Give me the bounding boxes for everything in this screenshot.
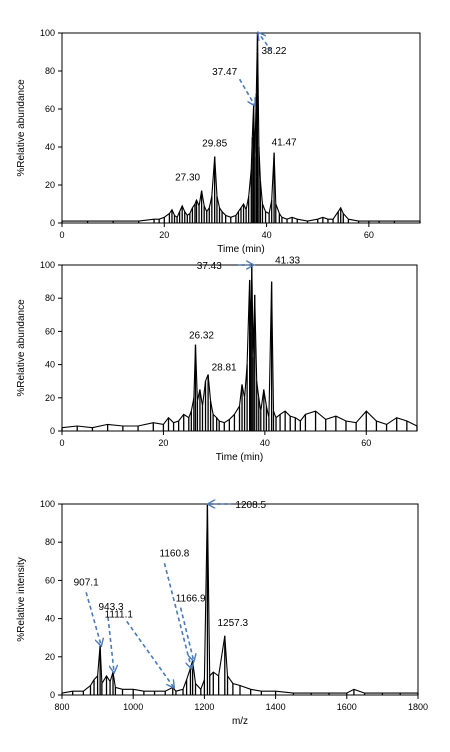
annotation-arrow <box>126 620 174 687</box>
y-tick-label: 60 <box>45 104 55 114</box>
chromatogram-panel-2: 0 20 40 60 80 100 0 20 40 60 Time (min) %Relative a… <box>16 256 418 463</box>
x-tick-label: 1600 <box>337 702 357 712</box>
peak-label: 1208.5 <box>235 500 266 511</box>
peak-label: 41.33 <box>275 256 300 267</box>
x-tick-label: 20 <box>158 438 168 448</box>
annotation-arrow <box>85 592 101 645</box>
x-tick-label: 0 <box>59 438 64 448</box>
y-tick-label: 40 <box>45 614 55 624</box>
y-tick-label: 40 <box>45 142 55 152</box>
y-tick-label: 100 <box>40 28 55 38</box>
peak-label: 943.3 <box>98 602 123 613</box>
peak-label: 37.43 <box>197 261 222 272</box>
annotation-arrow <box>238 78 255 105</box>
peak-label: 1111.1 <box>105 609 134 620</box>
x-axis-label: Time (min) <box>216 452 263 463</box>
x-tick-label: 60 <box>361 438 371 448</box>
y-tick-label: 80 <box>45 537 55 547</box>
peak-label: 41.47 <box>272 138 297 149</box>
y-tick-label: 80 <box>45 66 55 76</box>
y-tick-label: 20 <box>45 652 55 662</box>
x-tick-label: 0 <box>59 230 64 240</box>
plot-frame <box>61 503 419 696</box>
y-tick-label: 40 <box>45 360 55 370</box>
y-tick-label: 100 <box>40 499 55 509</box>
peak-label: 38.22 <box>261 46 286 57</box>
x-tick-label: 1200 <box>194 702 214 712</box>
y-tick-label: 80 <box>45 293 55 303</box>
y-tick-label: 100 <box>40 260 55 270</box>
y-axis-label: %Relative abundance <box>16 79 27 177</box>
x-axis-label: m/z <box>232 716 248 727</box>
x-axis-label: Time (min) <box>217 244 264 255</box>
peak-label: 26.32 <box>189 331 214 342</box>
y-axis-label: %Relative abundance <box>16 299 27 397</box>
series-trace <box>61 503 418 694</box>
y-axis-label: %Relative intensity <box>16 557 27 641</box>
x-tick-label: 40 <box>260 438 270 448</box>
x-tick-label: 1400 <box>266 702 286 712</box>
annotation-arrow <box>179 607 194 661</box>
x-tick-label: 1000 <box>123 702 143 712</box>
x-tick-label: 60 <box>364 230 374 240</box>
peak-label: 1166.9 <box>176 594 206 605</box>
x-tick-label: 1800 <box>408 702 428 712</box>
peak-label: 1160.8 <box>160 548 190 559</box>
y-tick-label: 20 <box>45 393 55 403</box>
x-tick-label: 20 <box>159 230 169 240</box>
peak-label: 1257.3 <box>218 618 249 629</box>
x-tick-label: 800 <box>54 702 69 712</box>
chromatogram-panel-1: 0 20 40 60 80 100 0 20 40 60 Time (min) %Relative a… <box>16 28 421 255</box>
y-tick-label: 0 <box>50 218 55 228</box>
peak-label: 27.30 <box>175 173 200 184</box>
peak-label: 37.47 <box>212 67 237 78</box>
plot-frame <box>61 32 421 224</box>
peak-label: 28.81 <box>212 363 237 374</box>
series-trace <box>62 32 420 222</box>
y-tick-label: 60 <box>45 575 55 585</box>
y-tick-label: 60 <box>45 326 55 336</box>
peak-label: 29.85 <box>202 139 227 150</box>
annotation-arrow <box>258 33 273 52</box>
y-tick-label: 0 <box>50 690 55 700</box>
x-tick-label: 40 <box>262 230 272 240</box>
annotation-arrow <box>107 616 114 672</box>
annotation-arrow <box>163 563 191 668</box>
mass-spectrum-panel: 0 20 40 60 80 100 800 1000 1200 1400 1600 1800 m/z %R… <box>16 499 428 727</box>
series-trace <box>61 264 418 429</box>
y-tick-label: 0 <box>50 426 55 436</box>
y-tick-label: 20 <box>45 180 55 190</box>
peak-label: 907.1 <box>74 577 99 588</box>
